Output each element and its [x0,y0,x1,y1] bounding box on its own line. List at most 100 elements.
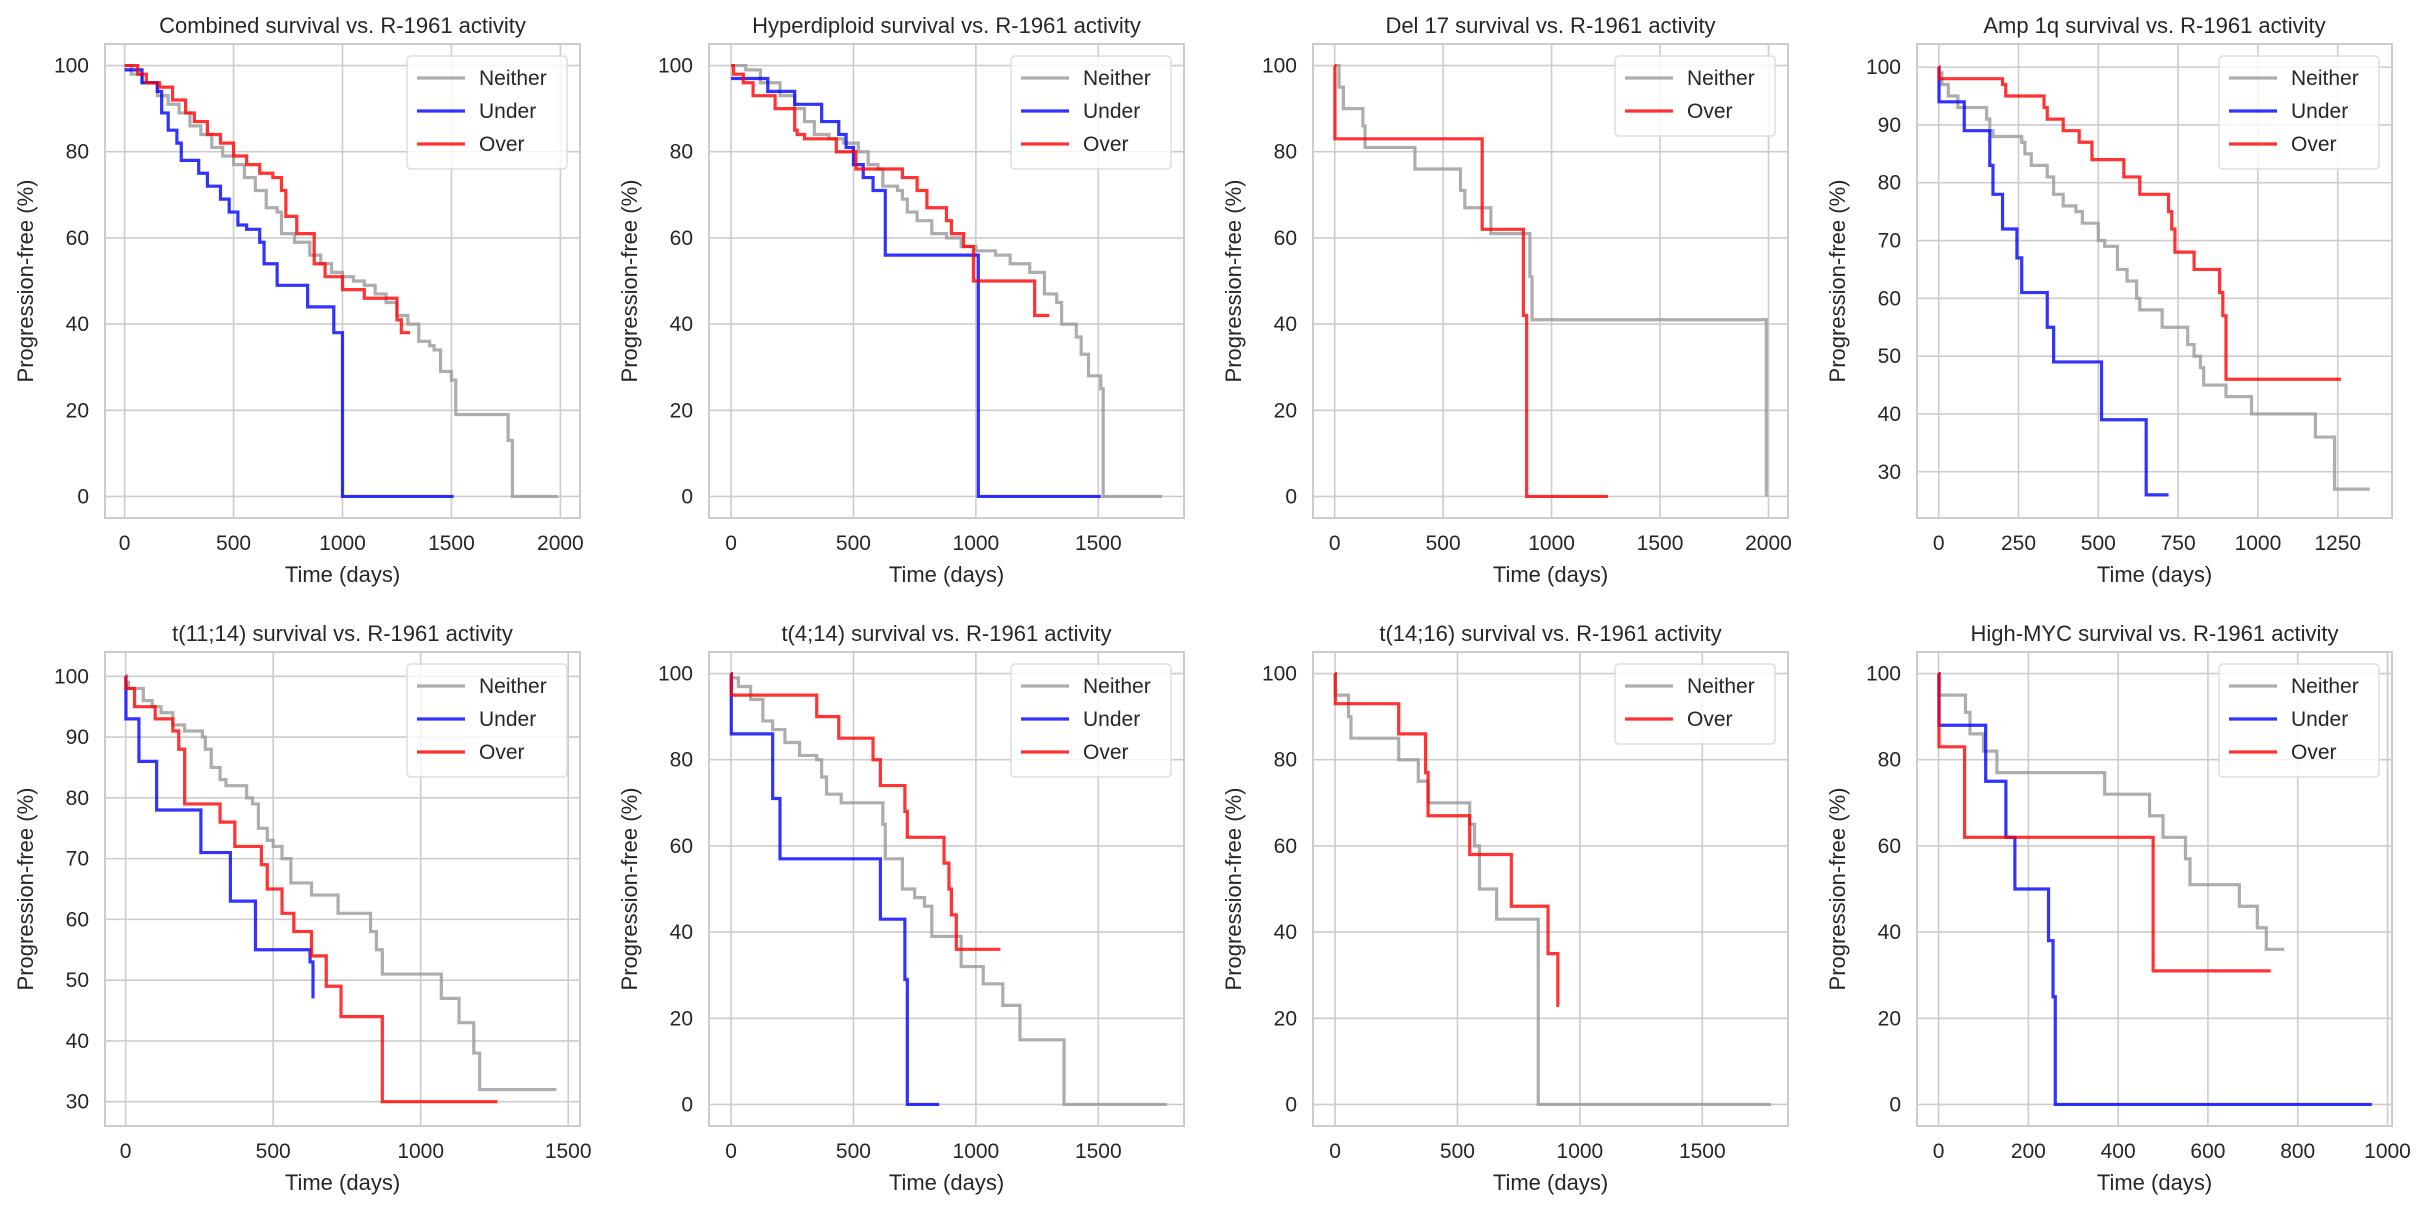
y-tick-label: 20 [1878,1007,1901,1030]
x-tick-label: 1000 [397,1140,444,1163]
x-tick-label: 0 [1933,532,1945,555]
legend-label: Neither [2291,67,2359,90]
legend-label: Over [1083,133,1129,156]
y-tick-label: 0 [1285,485,1297,508]
y-tick-label: 0 [681,1093,693,1116]
y-tick-label: 60 [66,227,89,250]
y-tick-label: 100 [658,663,693,686]
legend-box [1614,663,1776,745]
y-tick-label: 0 [1285,1093,1297,1116]
y-tick-label: 60 [670,227,693,250]
legend-label: Under [479,708,536,731]
y-tick-label: 60 [66,908,89,931]
y-tick-label: 100 [54,665,89,688]
x-tick-label: 500 [1440,1140,1475,1163]
y-tick-label: 60 [1274,835,1297,858]
series-line-neither [731,676,1167,1107]
series-line-neither [1938,71,2370,491]
legend-label: Over [1083,741,1129,764]
y-tick-label: 80 [1274,749,1297,772]
y-tick-label: 90 [1878,114,1901,137]
chart-panel: 0 250 500 750 1000 1250 30 40 50 60 70 80 90 100 Neith… [1825,13,2393,587]
y-tick-label: 100 [658,55,693,78]
legend-label: Over [479,741,525,764]
chart-title: Amp 1q survival vs. R-1961 activity [1983,13,2325,38]
x-tick-label: 1500 [428,532,475,555]
x-tick-label: 200 [2011,1140,2046,1163]
legend-label: Neither [1083,67,1151,90]
chart-title: t(14;16) survival vs. R-1961 activity [1379,621,1721,646]
legend-label: Under [1083,708,1140,731]
x-tick-label: 400 [2101,1140,2136,1163]
chart-title: High-MYC survival vs. R-1961 activity [1971,621,2339,646]
x-tick-label: 0 [1329,532,1341,555]
x-tick-label: 2000 [537,532,584,555]
y-tick-label: 40 [66,1030,89,1053]
legend-label: Over [1687,708,1733,731]
y-tick-label: 80 [66,141,89,164]
x-tick-label: 600 [2190,1140,2225,1163]
axes-frame [104,43,581,519]
legend-label: Over [479,133,525,156]
y-axis-label: Progression-free (%) [13,180,38,383]
y-axis-label: Progression-free (%) [1825,180,1850,383]
y-tick-label: 20 [1274,1007,1297,1030]
x-tick-label: 0 [1329,1140,1341,1163]
x-axis-label: Time (days) [2097,562,2212,587]
x-tick-label: 0 [119,532,131,555]
series-line-over [1937,671,2271,973]
x-tick-label: 750 [2161,532,2196,555]
x-axis-label: Time (days) [285,562,400,587]
y-tick-label: 100 [1262,663,1297,686]
y-axis-label: Progression-free (%) [1825,788,1850,991]
y-axis-label: Progression-free (%) [1221,180,1246,383]
x-tick-label: 500 [256,1140,291,1163]
y-tick-label: 70 [66,848,89,871]
x-axis-label: Time (days) [889,1170,1004,1195]
y-tick-label: 90 [66,726,89,749]
y-tick-label: 20 [670,1007,693,1030]
y-tick-label: 80 [1878,172,1901,195]
y-tick-label: 20 [66,399,89,422]
y-tick-label: 60 [1274,227,1297,250]
y-tick-label: 80 [670,141,693,164]
y-axis-label: Progression-free (%) [617,180,642,383]
x-tick-label: 1000 [953,532,1000,555]
legend-label: Over [2291,133,2337,156]
series-line-over [124,63,411,335]
x-tick-label: 0 [725,1140,737,1163]
series-line-under [731,76,1101,499]
x-tick-label: 0 [725,532,737,555]
legend-label: Neither [479,675,547,698]
series-line-under [1937,65,2169,497]
legend-box [2218,55,2380,170]
x-tick-label: 500 [216,532,251,555]
legend-label: Neither [1083,675,1151,698]
chart-title: Del 17 survival vs. R-1961 activity [1385,13,1715,38]
x-tick-label: 500 [2081,532,2116,555]
y-tick-label: 0 [77,485,89,508]
x-tick-label: 500 [1426,532,1461,555]
series-line-over [1333,63,1608,499]
y-axis-label: Progression-free (%) [1221,788,1246,991]
x-tick-label: 1000 [2235,532,2282,555]
x-tick-label: 1500 [545,1140,592,1163]
series-line-neither [125,680,557,1092]
series-line-over [1333,671,1560,1007]
chart-title: Hyperdiploid survival vs. R-1961 activit… [752,13,1141,38]
y-tick-label: 40 [1878,921,1901,944]
legend-label: Under [1083,100,1140,123]
x-tick-label: 1250 [2314,532,2361,555]
legend-label: Under [2291,100,2348,123]
y-tick-label: 80 [1274,141,1297,164]
y-tick-label: 40 [1878,403,1901,426]
axes-frame [1312,43,1789,519]
x-tick-label: 1500 [1679,1140,1726,1163]
chart-panel: 0 500 1000 1500 0 20 40 60 80 100 Neither Under Over… [617,621,1185,1195]
chart-panel: 0 500 1000 1500 0 20 40 60 80 100 Neither Under Over… [617,13,1185,587]
axes-frame [104,651,581,1127]
legend-box [406,663,568,778]
axes-frame [1916,651,2393,1127]
y-tick-label: 100 [1866,663,1901,686]
x-tick-label: 0 [1933,1140,1945,1163]
